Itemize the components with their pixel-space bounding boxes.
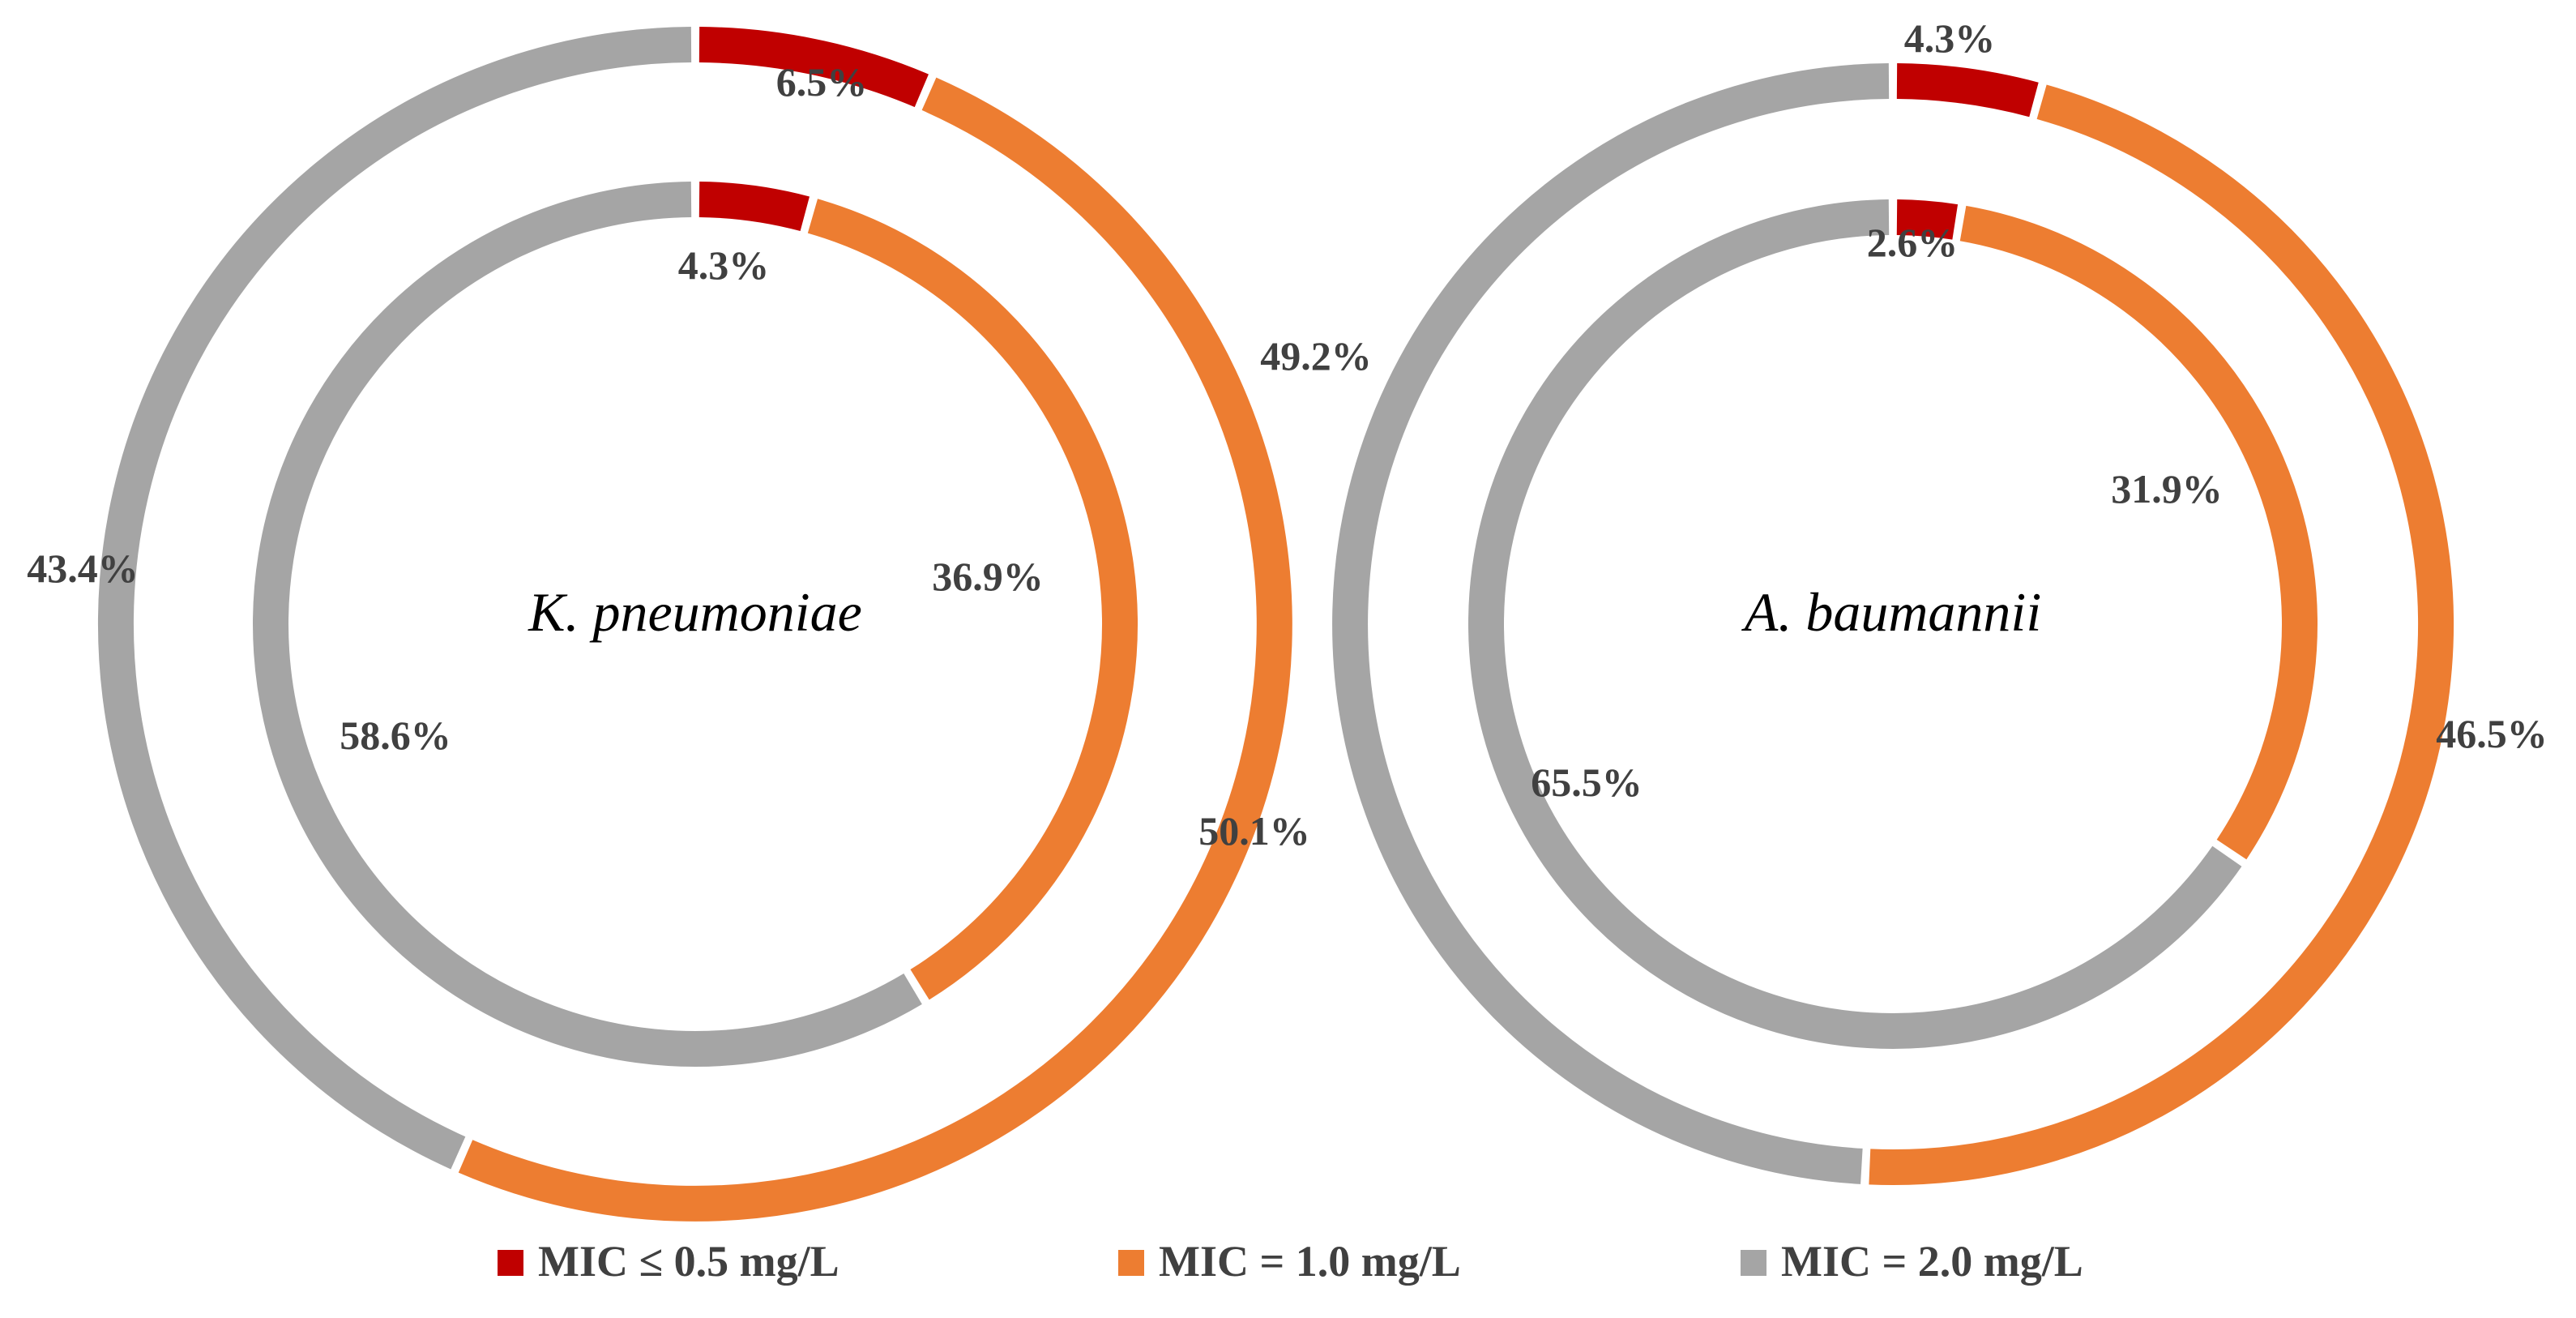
legend-swatch-mic-high (1741, 1250, 1766, 1276)
legend-item-mic-low: MIC ≤ 0.5 mg/L (498, 1237, 839, 1286)
inner-ring-segment-mic-mid (1959, 205, 2318, 860)
inner-ring-segment-mic-high (253, 182, 922, 1067)
legend-item-mic-high: MIC = 2.0 mg/L (1741, 1237, 2083, 1286)
doughnut-labels: 4.3% 46.5% 49.2% 2.6% 31.9% 65.5% (1260, 15, 2548, 805)
data-label-outer-mic-mid: 50.1% (1198, 808, 1310, 854)
outer-ring-segment-mic-low (1896, 63, 2039, 118)
doughnut-segments (98, 27, 1292, 1222)
data-label-inner-mic-high: 65.5% (1531, 760, 1643, 805)
outer-ring-segment-mic-mid (1869, 84, 2454, 1185)
doughnut-chart-a-baumannii: A. baumannii 4.3% 46.5% 49.2% 2.6% 31.9%… (1260, 15, 2548, 1185)
data-label-outer-mic-mid: 46.5% (2436, 711, 2548, 756)
data-label-outer-mic-low: 6.5% (776, 59, 868, 105)
inner-ring-segment-mic-high (1468, 199, 2242, 1049)
outer-ring-segment-mic-low (698, 27, 929, 108)
data-label-inner-mic-mid: 31.9% (2111, 466, 2223, 511)
legend-swatch-mic-mid (1118, 1250, 1144, 1276)
chart-title-k-pneumoniae: K. pneumoniae (528, 581, 862, 643)
chart-title-a-baumannii: A. baumannii (1741, 581, 2041, 643)
legend: MIC ≤ 0.5 mg/L MIC = 1.0 mg/L MIC = 2.0 … (498, 1237, 2083, 1286)
legend-label-mic-low: MIC ≤ 0.5 mg/L (538, 1237, 839, 1286)
legend-label-mic-mid: MIC = 1.0 mg/L (1159, 1237, 1461, 1286)
data-label-inner-mic-low: 2.6% (1867, 220, 1959, 265)
data-label-inner-mic-low: 4.3% (678, 242, 770, 288)
inner-ring-segment-mic-low (1896, 199, 1959, 240)
outer-ring-segment-mic-high (1332, 63, 1890, 1184)
legend-swatch-mic-low (498, 1250, 523, 1276)
doughnut-chart-k-pneumoniae: K. pneumoniae 6.5% 50.1% 43.4% 4.3% 36.9… (27, 27, 1310, 1222)
data-label-outer-mic-high: 43.4% (27, 546, 139, 591)
doughnut-labels: 6.5% 50.1% 43.4% 4.3% 36.9% 58.6% (27, 59, 1310, 854)
outer-ring-segment-mic-high (98, 27, 692, 1170)
inner-ring-segment-mic-low (698, 182, 810, 232)
legend-label-mic-high: MIC = 2.0 mg/L (1781, 1237, 2083, 1286)
doughnut-segments (1332, 63, 2454, 1185)
data-label-outer-mic-high: 49.2% (1260, 333, 1372, 379)
outer-ring-segment-mic-mid (458, 77, 1292, 1222)
data-label-inner-mic-mid: 36.9% (932, 554, 1044, 599)
inner-ring-segment-mic-mid (807, 199, 1138, 1000)
legend-item-mic-mid: MIC = 1.0 mg/L (1118, 1237, 1461, 1286)
data-label-inner-mic-high: 58.6% (340, 712, 451, 758)
data-label-outer-mic-low: 4.3% (1904, 15, 1996, 61)
